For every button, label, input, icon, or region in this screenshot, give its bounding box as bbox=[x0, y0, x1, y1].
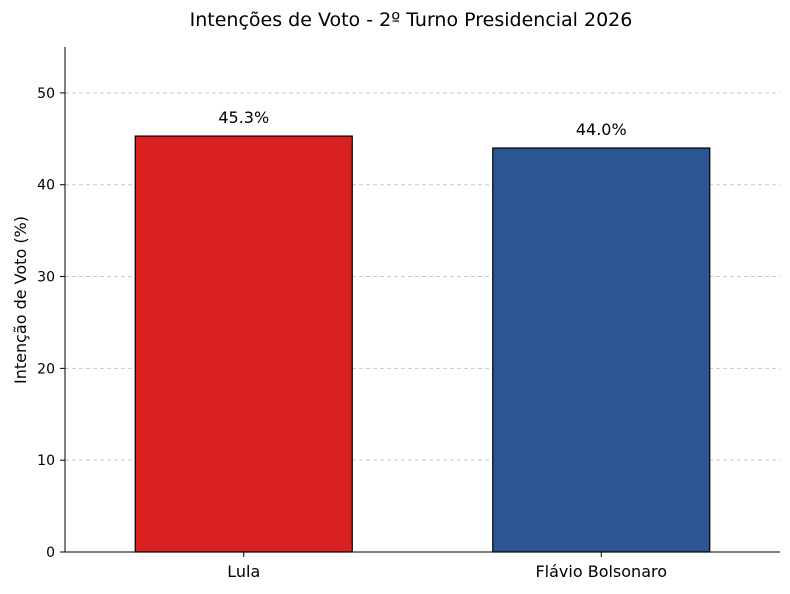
y-tick-label-10: 10 bbox=[37, 453, 55, 469]
x-tick-label-0: Lula bbox=[227, 562, 260, 581]
y-tick-label-40: 40 bbox=[37, 178, 55, 194]
y-axis-title: Intenção de Voto (%) bbox=[11, 216, 30, 384]
x-tick-label-1: Flávio Bolsonaro bbox=[535, 562, 667, 581]
value-label-1: 44.0% bbox=[576, 120, 627, 139]
y-tick-label-50: 50 bbox=[37, 86, 55, 102]
bar-0 bbox=[134, 135, 353, 553]
value-labels: 45.3% 44.0% bbox=[218, 108, 626, 139]
axes bbox=[64, 47, 780, 553]
y-tick-label-30: 30 bbox=[37, 270, 55, 286]
value-label-0: 45.3% bbox=[218, 108, 269, 127]
x-tick-labels: Lula Flávio Bolsonaro bbox=[227, 552, 667, 581]
bar-1 bbox=[492, 147, 711, 553]
chart-title: Intenções de Voto - 2º Turno Presidencia… bbox=[190, 9, 633, 31]
y-tick-label-0: 0 bbox=[46, 545, 55, 561]
y-tick-label-20: 20 bbox=[37, 361, 55, 377]
y-tick-labels: 0 10 20 30 40 50 bbox=[37, 86, 65, 561]
bars bbox=[134, 135, 711, 553]
